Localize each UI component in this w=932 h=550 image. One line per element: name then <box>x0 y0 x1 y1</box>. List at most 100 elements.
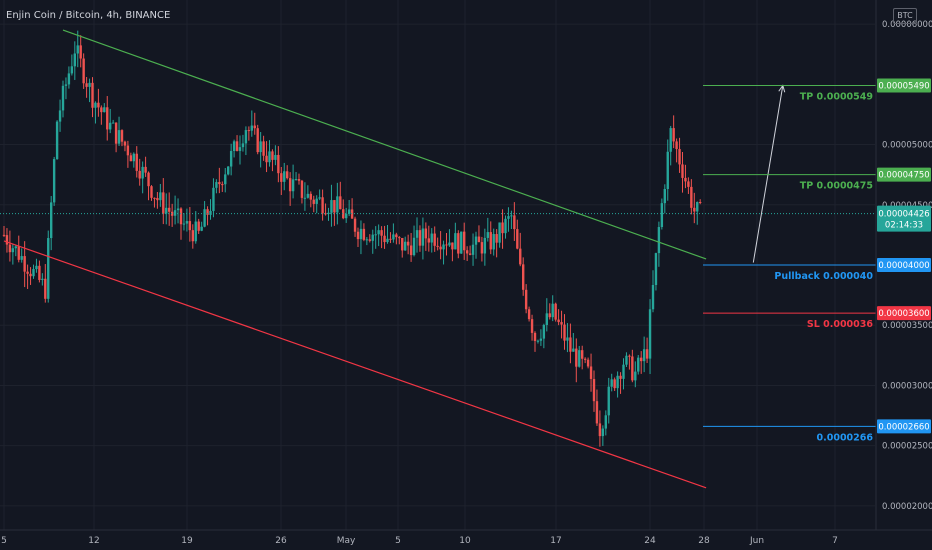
candle-body <box>601 428 605 437</box>
time-tick-label: 5 <box>395 536 401 546</box>
candle <box>55 120 59 160</box>
candle <box>162 178 165 225</box>
level-badge-text: 0.00005490 <box>878 82 929 92</box>
candle <box>654 252 658 291</box>
candle <box>468 245 472 256</box>
candle <box>471 233 475 266</box>
candle-body <box>377 230 380 235</box>
candle-body <box>339 196 342 210</box>
candles <box>2 30 702 447</box>
candle-body <box>616 375 619 389</box>
candle-body <box>642 349 646 362</box>
candle-body <box>162 192 165 214</box>
candle-body <box>333 200 336 213</box>
candle <box>11 243 15 265</box>
candle <box>218 167 221 194</box>
trendline-support[interactable] <box>3 240 707 489</box>
candle <box>660 198 664 230</box>
candle <box>690 179 693 215</box>
candle <box>35 258 38 273</box>
candle-body <box>386 238 389 243</box>
candle <box>176 198 180 224</box>
candle <box>510 210 513 230</box>
time-tick-label: 24 <box>644 536 656 546</box>
candle-body <box>315 198 318 204</box>
candle-body <box>135 153 138 171</box>
candle-body <box>11 248 15 253</box>
trendline-resistance[interactable] <box>62 29 707 260</box>
candle-body <box>663 189 666 204</box>
candle-body <box>106 107 109 130</box>
candle-body <box>648 309 652 359</box>
candle <box>445 232 448 256</box>
candle-body <box>32 269 35 277</box>
candle <box>460 231 463 254</box>
candle <box>548 303 551 320</box>
candle-body <box>439 246 442 250</box>
candle <box>159 183 162 207</box>
candle <box>312 195 315 213</box>
candle <box>451 242 454 262</box>
candle <box>578 345 581 368</box>
candle-body <box>492 234 495 250</box>
candle <box>238 135 242 165</box>
candle <box>563 314 566 350</box>
candle-body <box>433 233 436 246</box>
projection-arrow[interactable] <box>752 85 784 263</box>
candle-body <box>123 141 127 146</box>
candle <box>147 171 150 201</box>
candle <box>253 112 256 135</box>
candle <box>94 101 97 124</box>
candle-body <box>227 166 230 175</box>
candle-body <box>356 231 360 240</box>
candle <box>123 140 127 152</box>
candle <box>610 373 613 392</box>
candle-body <box>572 348 575 352</box>
candle-body <box>318 197 321 199</box>
level-badge-text: 0.00004000 <box>878 261 929 271</box>
candle <box>288 172 292 206</box>
candle <box>545 298 548 332</box>
time-tick-label: 7 <box>832 536 838 546</box>
candle <box>52 156 56 206</box>
candle <box>581 345 584 370</box>
candle <box>439 231 442 260</box>
price-levels: TP 0.0000549 TP 0.0000475 Pullback 0.00004… <box>0 85 876 443</box>
candle <box>368 234 371 243</box>
candle-body <box>347 209 351 214</box>
candle <box>504 215 507 239</box>
candle-body <box>628 355 631 357</box>
candle <box>156 192 159 209</box>
candle-body <box>631 356 634 381</box>
candle-body <box>179 208 183 225</box>
candle-body <box>212 187 215 211</box>
candle <box>41 273 44 286</box>
candle-body <box>471 244 475 255</box>
candle-body <box>109 122 112 130</box>
candle <box>194 211 197 244</box>
candle <box>44 264 47 303</box>
candle <box>575 338 578 383</box>
candle <box>362 223 366 242</box>
candle-body <box>480 242 484 254</box>
candle <box>150 185 153 201</box>
candle <box>454 222 457 250</box>
level-label: TP 0.0000549 <box>800 92 873 103</box>
candle <box>315 195 318 214</box>
candle-body <box>35 265 38 270</box>
candle <box>227 166 230 176</box>
candle <box>100 105 103 125</box>
candle-body <box>578 350 581 367</box>
candle <box>675 138 678 163</box>
current-price-badge <box>877 205 931 232</box>
candle <box>82 53 85 89</box>
price-tick-label: 0.00003500 <box>882 321 932 331</box>
candle-body <box>651 285 655 310</box>
candle <box>687 177 690 194</box>
candle <box>200 221 203 232</box>
level-badge <box>877 78 931 93</box>
candle <box>507 207 510 232</box>
currency-badge[interactable]: BTC <box>893 8 917 24</box>
